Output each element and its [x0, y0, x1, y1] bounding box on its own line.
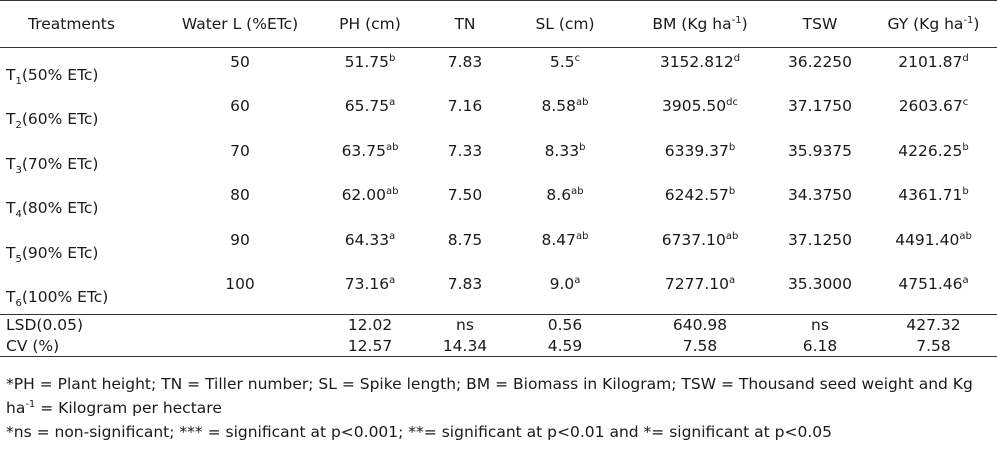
bm-cell: 3152.812d	[659, 52, 741, 71]
treatment-cell: T3(70% ETc)	[6, 154, 99, 176]
cv-row: CV (%) 12.57 14.34 4.59 7.58 6.18 7.58	[0, 335, 997, 357]
cv-tn: 14.34	[430, 335, 500, 357]
lsd-water	[170, 314, 310, 336]
bm-cell: 6737.10ab	[661, 230, 739, 249]
footnote-abbreviations: *PH = Plant height; TN = Tiller number; …	[6, 375, 973, 417]
tn-cell: 7.50	[447, 186, 483, 204]
sl-cell: 5.5c	[549, 52, 581, 71]
lsd-bm: 640.98	[630, 314, 770, 336]
sl-cell: 8.58ab	[541, 96, 589, 115]
water-cell: 70	[230, 141, 250, 160]
treatment-cell: T2(60% ETc)	[6, 110, 99, 132]
header-sl: SL (cm)	[500, 0, 630, 48]
header-bm: BM (Kg ha-1)	[630, 0, 770, 48]
ph-cell: 64.33a	[344, 230, 396, 249]
cv-sl: 4.59	[500, 335, 630, 357]
tsw-cell: 35.3000	[787, 275, 853, 293]
gy-cell: 4361.71b	[898, 185, 969, 204]
sl-cell: 8.6ab	[546, 185, 584, 204]
table-footnotes: *PH = Plant height; TN = Tiller number; …	[6, 372, 991, 444]
tn-cell: 7.83	[447, 275, 483, 293]
ph-cell: 65.75a	[344, 96, 396, 115]
header-treatments: Treatments	[0, 0, 170, 48]
treatment-cell: T1(50% ETc)	[6, 66, 99, 88]
sl-cell: 8.47ab	[541, 230, 589, 249]
header-row: Treatments Water L (%ETc) PH (cm) TN SL …	[0, 0, 997, 48]
treatment-cell: T5(90% ETc)	[6, 243, 99, 265]
header-tsw: TSW	[770, 0, 870, 48]
tsw-cell: 37.1750	[787, 97, 853, 115]
header-tn: TN	[430, 0, 500, 48]
table-body: T1(50% ETc) 50 51.75b 7.83 5.5c 3152.812d 36.2…	[0, 48, 997, 315]
table-row: T5(90% ETc) 90 64.33a 8.75 8.47ab 6737.10ab 37…	[0, 226, 997, 271]
table-row: T2(60% ETc) 60 65.75a 7.16 8.58ab 3905.50dc 37…	[0, 92, 997, 137]
results-table: Treatments Water L (%ETc) PH (cm) TN SL …	[0, 0, 997, 357]
gy-cell: 2101.87d	[898, 52, 969, 71]
bm-cell: 6339.37b	[664, 141, 736, 160]
table-row: T6(100% ETc) 100 73.16a 7.83 9.0a 7277.10a 35.…	[0, 270, 997, 315]
sl-cell: 9.0a	[549, 274, 581, 293]
gy-cell: 2603.67c	[898, 96, 969, 115]
lsd-gy: 427.32	[870, 314, 997, 336]
cv-label: CV (%)	[0, 335, 170, 357]
gy-cell: 4751.46a	[898, 274, 969, 293]
water-cell: 100	[225, 275, 255, 293]
cv-ph: 12.57	[310, 335, 430, 357]
lsd-row: LSD(0.05) 12.02 ns 0.56 640.98 ns 427.32	[0, 314, 997, 336]
treatment-cell: T6(100% ETc)	[6, 288, 109, 310]
table-row: T4(80% ETc) 80 62.00ab 7.50 8.6ab 6242.57b 34.…	[0, 181, 997, 226]
lsd-sl: 0.56	[500, 314, 630, 336]
table-row: T1(50% ETc) 50 51.75b 7.83 5.5c 3152.812d 36.2…	[0, 48, 997, 93]
footnote-significance: *ns = non-significant; *** = significant…	[6, 423, 833, 441]
cv-tsw: 6.18	[770, 335, 870, 357]
table-row: T3(70% ETc) 70 63.75ab 7.33 8.33b 6339.37b 35.…	[0, 137, 997, 182]
tn-cell: 7.16	[447, 97, 483, 115]
treatment-cell: T4(80% ETc)	[6, 199, 99, 221]
tsw-cell: 34.3750	[787, 186, 853, 204]
ph-cell: 62.00ab	[341, 185, 399, 204]
gy-cell: 4491.40ab	[895, 230, 972, 249]
cv-gy: 7.58	[870, 335, 997, 357]
header-ph: PH (cm)	[310, 0, 430, 48]
header-gy: GY (Kg ha-1)	[870, 0, 997, 48]
tsw-cell: 36.2250	[787, 53, 853, 71]
lsd-tsw: ns	[770, 314, 870, 336]
lsd-ph: 12.02	[310, 314, 430, 336]
water-cell: 80	[230, 186, 250, 204]
lsd-tn: ns	[430, 314, 500, 336]
cv-bm: 7.58	[630, 335, 770, 357]
stats-body: LSD(0.05) 12.02 ns 0.56 640.98 ns 427.32…	[0, 314, 997, 357]
tsw-cell: 35.9375	[787, 141, 853, 160]
ph-cell: 73.16a	[344, 274, 396, 293]
bm-cell: 7277.10a	[664, 274, 736, 293]
water-cell: 90	[230, 230, 250, 249]
tsw-cell: 37.1250	[787, 230, 853, 249]
bm-cell: 3905.50dc	[662, 96, 738, 115]
tn-cell: 7.83	[447, 53, 483, 71]
ph-cell: 63.75ab	[341, 141, 399, 160]
ph-cell: 51.75b	[344, 52, 396, 71]
cv-water	[170, 335, 310, 357]
lsd-label: LSD(0.05)	[0, 314, 170, 336]
water-cell: 50	[230, 53, 250, 71]
tn-cell: 7.33	[447, 141, 483, 160]
bm-cell: 6242.57b	[664, 185, 736, 204]
gy-cell: 4226.25b	[898, 141, 969, 160]
sl-cell: 8.33b	[544, 141, 586, 160]
tn-cell: 8.75	[447, 230, 483, 249]
header-water: Water L (%ETc)	[170, 0, 310, 48]
water-cell: 60	[230, 97, 250, 115]
